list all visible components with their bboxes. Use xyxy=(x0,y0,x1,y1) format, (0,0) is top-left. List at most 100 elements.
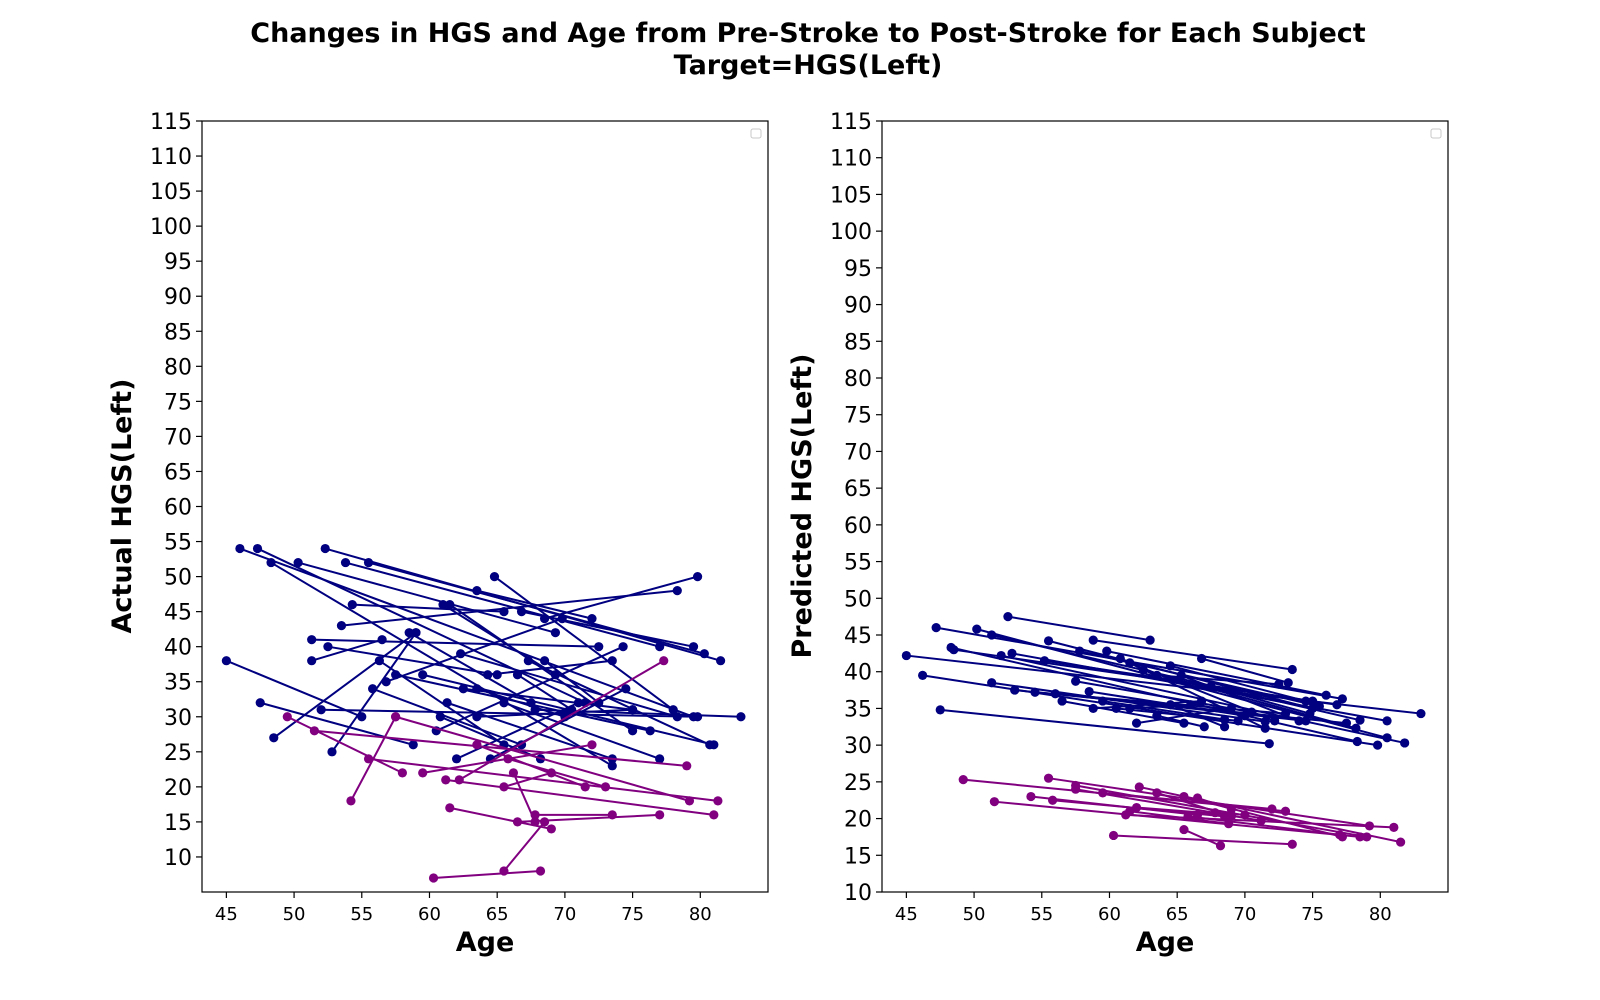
actual-subject-7 xyxy=(489,571,678,715)
predicted-subject-28 xyxy=(1071,676,1257,717)
actual-subject-point-34-pre xyxy=(499,698,509,708)
actual-subject-point-52-post xyxy=(659,656,669,666)
actual-y-tick-label-25: 25 xyxy=(164,741,192,766)
predicted-subject-point-33-pre xyxy=(1131,718,1142,728)
actual-subject-line-55 xyxy=(507,757,606,788)
predicted-subject-line-45 xyxy=(1102,791,1273,811)
actual-subject-point-39-post xyxy=(621,684,631,694)
actual-subject-point-13-pre xyxy=(445,600,455,610)
predicted-y-tick-label-60: 60 xyxy=(844,514,872,539)
predicted-subject-point-50-pre xyxy=(1179,791,1189,802)
actual-subject-point-7-post xyxy=(668,705,678,715)
predicted-subject-line-37 xyxy=(1093,700,1202,710)
actual-subject-44 xyxy=(282,712,408,778)
actual-subject-line-42 xyxy=(439,715,541,760)
predicted-subject-51 xyxy=(1183,811,1345,840)
predicted-x-tick-label-55: 55 xyxy=(1030,904,1053,925)
actual-subject-point-53-pre xyxy=(472,740,482,750)
actual-y-tick-label-20: 20 xyxy=(164,776,192,801)
actual-subject-point-4-post xyxy=(716,656,726,666)
predicted-subject-line-14 xyxy=(1093,639,1293,671)
predicted-y-tick-label-35: 35 xyxy=(844,697,872,722)
chart-title-line1: Changes in HGS and Age from Pre-Stroke t… xyxy=(250,18,1366,49)
predicted-ticks-layer: 45 50 55 60 65 70 75 80 10 15 20 25 30 35 40 45 50 55 60 65… xyxy=(830,110,1392,925)
predicted-subject-point-52-pre xyxy=(1108,830,1119,841)
predicted-y-tick-label-15: 15 xyxy=(844,844,872,869)
predicted-y-tick-label-115: 115 xyxy=(830,110,872,135)
actual-subject-point-4-pre xyxy=(320,543,330,554)
actual-subject-line-16 xyxy=(225,659,363,718)
actual-subject-point-46-pre xyxy=(346,796,356,806)
predicted-subject-point-46-post xyxy=(1389,822,1399,832)
actual-subject-line-40 xyxy=(535,708,741,718)
actual-subject-point-55-post xyxy=(600,782,611,792)
predicted-subject-line-3 xyxy=(940,708,1270,745)
actual-subject-47 xyxy=(363,754,723,806)
predicted-subject-8 xyxy=(1003,612,1155,645)
actual-subject-line-26 xyxy=(408,631,532,704)
predicted-subject-line-36 xyxy=(1061,700,1185,725)
actual-subject-point-58-post xyxy=(655,810,665,820)
predicted-subject-point-47-pre xyxy=(1125,806,1135,816)
predicted-subject-point-52-post xyxy=(1287,839,1297,849)
actual-subject-line-9 xyxy=(544,575,698,620)
predicted-subject-line-54 xyxy=(1197,797,1232,810)
actual-subject-point-8-pre xyxy=(516,607,527,617)
actual-subject-point-6-post xyxy=(699,649,709,659)
actual-data-layer xyxy=(221,543,746,883)
predicted-subject-point-21-pre xyxy=(1176,670,1186,680)
actual-subject-line-45 xyxy=(314,729,687,767)
actual-subject-line-54 xyxy=(503,771,552,788)
actual-subject-point-2-pre xyxy=(266,557,276,568)
actual-y-axis-label: Actual HGS(Left) xyxy=(107,379,138,634)
predicted-subject-point-44-pre xyxy=(1071,780,1081,791)
actual-subject-45 xyxy=(309,726,692,771)
predicted-subject-line-23 xyxy=(1210,685,1311,715)
actual-subject-point-23-pre xyxy=(374,656,384,666)
predicted-y-tick-label-70: 70 xyxy=(844,440,872,465)
actual-subject-line-48 xyxy=(395,715,690,802)
actual-subject-point-19-pre xyxy=(323,642,333,652)
actual-subject-point-32-pre xyxy=(472,684,482,694)
actual-x-tick-label-60: 60 xyxy=(418,904,441,925)
actual-legend-box[interactable] xyxy=(750,128,762,139)
predicted-subject-52 xyxy=(1108,830,1297,849)
actual-subject-point-37-post xyxy=(573,698,584,708)
actual-x-tick-label-80: 80 xyxy=(689,904,712,925)
actual-subject-point-35-pre xyxy=(512,670,523,680)
predicted-subject-point-1-post xyxy=(1372,740,1383,750)
actual-subject-point-54-pre xyxy=(499,782,509,792)
actual-subject-point-36-post xyxy=(705,740,715,750)
predicted-legend-box[interactable] xyxy=(1430,128,1442,139)
actual-subject-point-40-pre xyxy=(530,705,540,715)
actual-subject-line-57 xyxy=(503,821,546,872)
predicted-subject-point-54-pre xyxy=(1192,793,1203,803)
actual-subject-point-34-post xyxy=(655,754,665,764)
actual-subject-line-5 xyxy=(345,561,660,648)
actual-subject-line-2 xyxy=(270,561,613,767)
predicted-subject-point-27-pre xyxy=(987,678,997,688)
predicted-subject-point-1-pre xyxy=(918,670,928,680)
actual-subject-point-57-post xyxy=(539,817,550,827)
actual-subject-38 xyxy=(472,705,638,722)
predicted-y-tick-label-105: 105 xyxy=(830,183,872,208)
predicted-subject-line-35 xyxy=(1170,703,1225,728)
predicted-subject-point-35-pre xyxy=(1165,700,1176,710)
predicted-subject-point-25-post xyxy=(1280,708,1291,719)
actual-y-tick-label-50: 50 xyxy=(164,566,192,591)
actual-subject-line-52 xyxy=(458,659,665,781)
predicted-subject-point-55-pre xyxy=(1131,802,1142,813)
predicted-y-tick-label-50: 50 xyxy=(844,587,872,612)
actual-subject-9 xyxy=(539,571,703,624)
actual-subject-37 xyxy=(451,698,584,764)
actual-subject-point-48-pre xyxy=(391,712,401,722)
actual-subject-point-21-pre xyxy=(316,705,326,715)
actual-subject-point-45-pre xyxy=(309,726,319,736)
actual-subject-point-3-pre xyxy=(293,557,303,568)
predicted-y-tick-label-25: 25 xyxy=(844,771,872,796)
predicted-subject-point-18-pre xyxy=(1138,665,1148,675)
actual-y-tick-label-30: 30 xyxy=(164,706,192,731)
actual-y-tick-label-40: 40 xyxy=(164,636,192,661)
predicted-subject-point-27-post xyxy=(1260,717,1270,727)
